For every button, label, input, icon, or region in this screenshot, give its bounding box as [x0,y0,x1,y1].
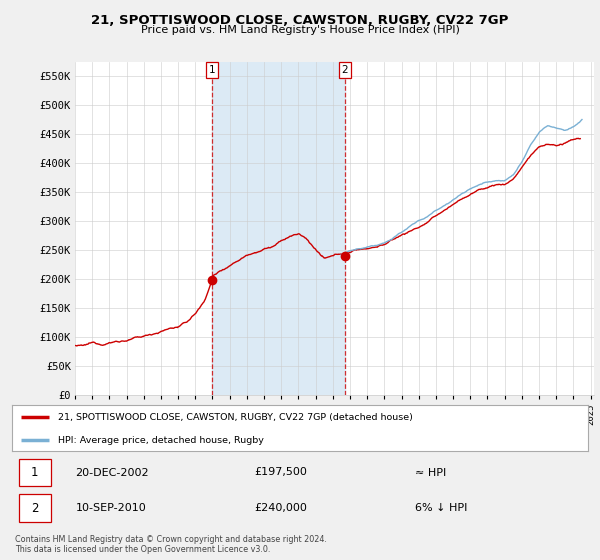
FancyBboxPatch shape [19,459,50,486]
Text: 2: 2 [341,65,348,75]
Text: 20-DEC-2002: 20-DEC-2002 [76,468,149,478]
Text: Contains HM Land Registry data © Crown copyright and database right 2024.
This d: Contains HM Land Registry data © Crown c… [15,535,327,554]
Text: ≈ HPI: ≈ HPI [415,468,446,478]
Text: Price paid vs. HM Land Registry's House Price Index (HPI): Price paid vs. HM Land Registry's House … [140,25,460,35]
Text: £197,500: £197,500 [254,468,307,478]
Bar [212,62,344,395]
Text: £240,000: £240,000 [254,503,307,513]
Text: 21, SPOTTISWOOD CLOSE, CAWSTON, RUGBY, CV22 7GP: 21, SPOTTISWOOD CLOSE, CAWSTON, RUGBY, C… [91,14,509,27]
Text: 21, SPOTTISWOOD CLOSE, CAWSTON, RUGBY, CV22 7GP (detached house): 21, SPOTTISWOOD CLOSE, CAWSTON, RUGBY, C… [58,413,413,422]
Text: 10-SEP-2010: 10-SEP-2010 [76,503,146,513]
Text: 1: 1 [31,466,38,479]
Text: 2: 2 [31,502,38,515]
FancyBboxPatch shape [19,494,50,522]
Text: HPI: Average price, detached house, Rugby: HPI: Average price, detached house, Rugb… [58,436,264,445]
Text: 6% ↓ HPI: 6% ↓ HPI [415,503,467,513]
Text: 1: 1 [209,65,215,75]
